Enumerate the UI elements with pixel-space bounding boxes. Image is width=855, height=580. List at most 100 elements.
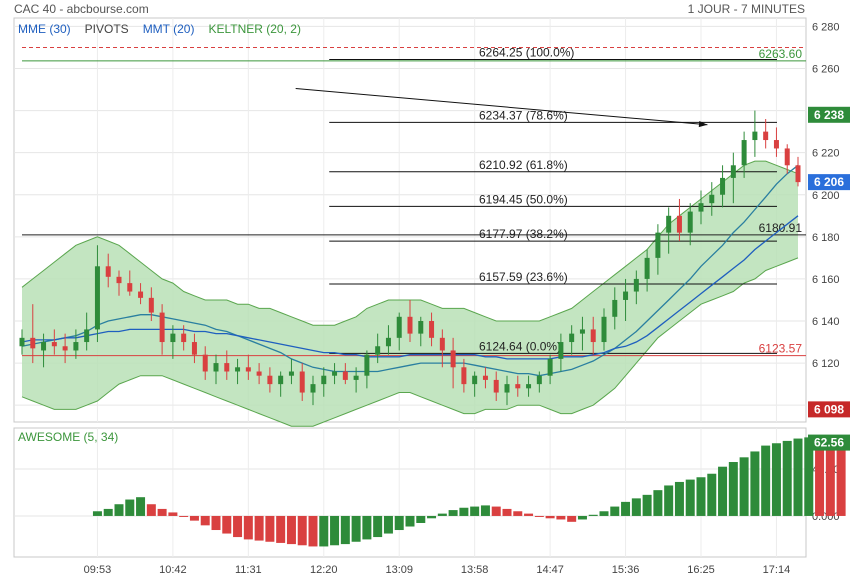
candle-body: [720, 177, 726, 195]
awesome-bar: [750, 451, 760, 516]
awesome-bar: [718, 466, 728, 516]
candle-body: [730, 165, 736, 178]
candle-body: [482, 375, 488, 380]
candle-body: [342, 371, 348, 380]
candle-body: [148, 297, 154, 313]
price-tick-label: 6 200: [812, 190, 840, 202]
awesome-bar: [405, 515, 415, 527]
awesome-bar: [211, 515, 221, 531]
candle-body: [752, 131, 758, 141]
candle-body: [181, 333, 187, 343]
awesome-bar: [739, 457, 749, 516]
candle-body: [84, 329, 90, 343]
candle-body: [439, 337, 445, 351]
candle-body: [278, 375, 284, 385]
candle-body: [105, 266, 111, 277]
awesome-bar: [502, 508, 512, 516]
price-tag-label: 6 098: [814, 402, 844, 416]
awesome-bar: [524, 513, 534, 516]
fib-level-label: 6264.25 (100.0%): [479, 46, 574, 60]
awesome-bar: [545, 515, 555, 519]
candle-body: [138, 291, 144, 298]
awesome-bar: [804, 437, 814, 516]
awesome-bar: [631, 498, 641, 516]
price-tag: [808, 106, 850, 123]
candle-body: [235, 367, 241, 372]
awesome-bar: [642, 494, 652, 516]
awesome-bar: [340, 515, 350, 545]
awesome-bar: [254, 515, 264, 541]
candle-body: [773, 140, 779, 149]
time-tick-label: 16:25: [687, 564, 715, 576]
candle-body: [159, 312, 165, 343]
candle-body: [655, 232, 661, 258]
candle-body: [407, 316, 413, 334]
awesome-bar: [146, 504, 156, 516]
candle-body: [526, 384, 532, 389]
awesome-bar: [534, 515, 544, 517]
awesome-bar: [480, 505, 490, 516]
candle-body: [612, 299, 618, 317]
indicator-legend-item: MME (30): [18, 22, 71, 36]
candle-body: [19, 337, 25, 347]
candle-body: [94, 266, 100, 330]
time-tick-label: 11:31: [235, 564, 262, 576]
awesome-bar: [319, 515, 329, 547]
candle-body: [569, 333, 575, 343]
fib-level-label: 6210.92 (61.8%): [479, 158, 568, 172]
candle-body: [784, 148, 790, 166]
candle-body: [547, 358, 553, 376]
trendline-arrowhead: [698, 120, 708, 128]
indicator-legend-item: MMT (20): [143, 22, 195, 36]
awesome-bar: [114, 504, 124, 516]
candle-body: [461, 367, 467, 385]
candle-body: [687, 211, 693, 233]
time-tick-label: 13:09: [385, 564, 413, 576]
awesome-bar: [470, 506, 480, 516]
candle-body: [450, 350, 456, 368]
awesome-bar: [685, 479, 695, 516]
price-tag-label: 6 206: [814, 175, 844, 189]
awesome-bar: [200, 515, 210, 526]
candle-body: [224, 363, 230, 372]
awesome-bar: [125, 499, 135, 516]
fib-level-label: 6177.97 (38.2%): [479, 227, 568, 241]
candle-body: [191, 342, 197, 355]
candle-body: [558, 342, 564, 359]
awesome-bar: [276, 515, 286, 543]
price-tag: [808, 401, 850, 418]
awesome-bar: [491, 506, 501, 516]
candle-body: [741, 140, 747, 166]
time-tick-label: 14:47: [536, 564, 564, 576]
awesome-bar: [265, 515, 275, 542]
indicator-legend-item: KELTNER (20, 2): [208, 22, 300, 36]
awesome-bar: [448, 510, 458, 516]
awesome-bar: [599, 511, 609, 516]
fib-level-label: 6234.37 (78.6%): [479, 108, 568, 122]
pivot-label: 6180.91: [759, 221, 803, 235]
awesome-bar: [362, 515, 372, 540]
candle-body: [73, 342, 79, 351]
candle-body: [601, 316, 607, 343]
candle-body: [299, 371, 305, 393]
awesome-value-label: 62.56: [814, 436, 844, 450]
candle-body: [288, 371, 294, 376]
candle-body: [396, 316, 402, 338]
time-tick-label: 10:42: [159, 564, 187, 576]
awesome-bar: [383, 515, 393, 534]
awesome-bar: [373, 515, 383, 538]
price-tag: [808, 174, 850, 191]
awesome-bar: [782, 440, 792, 516]
awesome-bar: [825, 440, 835, 516]
pivot-label: 6123.57: [759, 342, 803, 356]
awesome-bar: [815, 438, 825, 516]
awesome-bar: [459, 507, 469, 516]
awesome-bar: [297, 515, 307, 546]
candle-body: [795, 165, 801, 183]
candle-body: [698, 203, 704, 212]
candle-body: [633, 278, 639, 292]
awesome-bar: [233, 515, 243, 538]
awesome-bar: [610, 506, 620, 516]
candle-body: [579, 329, 585, 334]
